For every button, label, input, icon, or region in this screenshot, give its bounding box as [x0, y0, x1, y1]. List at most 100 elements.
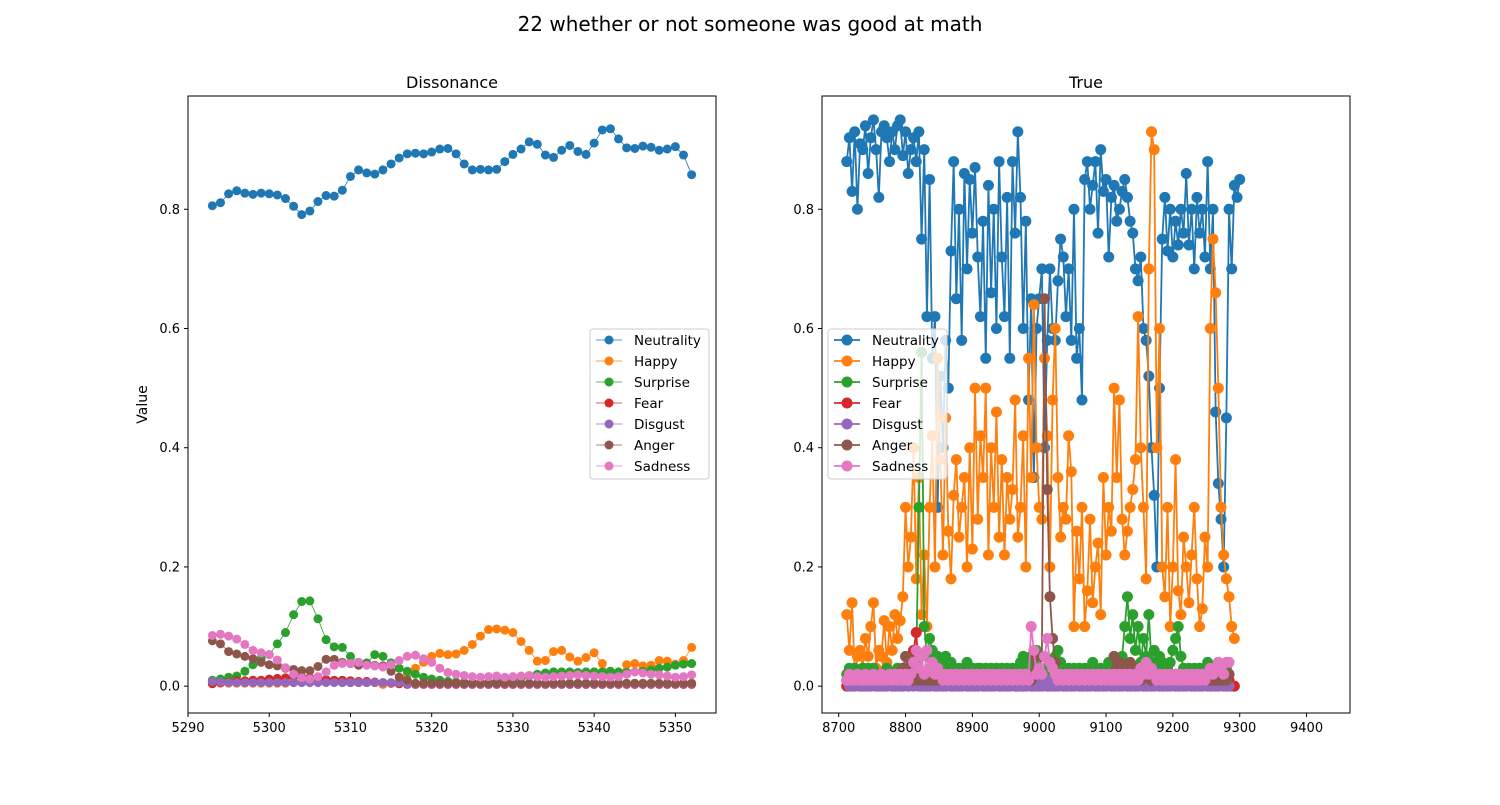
data-point [993, 156, 1005, 168]
data-point [1146, 126, 1157, 138]
data-point [1220, 573, 1232, 585]
legend-marker [604, 356, 614, 366]
x-tick-label: 5290 [171, 721, 204, 736]
legend-item: Sadness [596, 459, 690, 475]
legend-marker [604, 440, 614, 450]
data-point [475, 631, 485, 641]
data-point [1087, 597, 1099, 609]
data-point [597, 672, 607, 682]
data-point [1151, 442, 1163, 454]
data-point [1135, 442, 1147, 454]
data-point [305, 596, 315, 606]
plot-area [841, 114, 1246, 692]
data-point [248, 189, 258, 199]
data-point [687, 678, 697, 688]
data-point [329, 191, 339, 201]
legend-marker [604, 335, 614, 345]
data-point [679, 678, 689, 688]
data-point [272, 190, 282, 200]
data-point [670, 142, 680, 152]
legend-label: Neutrality [634, 333, 701, 349]
data-point [638, 678, 648, 688]
data-point [929, 311, 941, 323]
data-point [500, 625, 510, 635]
data-point [1105, 525, 1117, 537]
data-point [1220, 412, 1232, 424]
data-point [1012, 126, 1024, 138]
data-point [207, 631, 217, 640]
data-point [362, 660, 372, 670]
legend-item: Disgust [834, 417, 923, 433]
data-point [1183, 597, 1195, 609]
legend-item: Surprise [834, 375, 928, 391]
x-tick-label: 8900 [956, 721, 989, 736]
data-point [370, 169, 380, 179]
legend-marker [604, 398, 614, 408]
legend-marker [841, 397, 853, 409]
y-axis-label: Value [135, 385, 151, 423]
data-point [581, 653, 591, 663]
data-point [394, 672, 404, 682]
data-point [905, 668, 917, 680]
data-point [500, 157, 510, 167]
data-point [492, 671, 502, 681]
data-point [540, 150, 550, 160]
y-tick-label: 0.6 [159, 322, 180, 337]
data-point [516, 671, 526, 681]
data-point [1009, 394, 1021, 406]
data-point [1164, 621, 1176, 633]
legend-marker [841, 355, 853, 367]
data-point [1031, 442, 1043, 454]
data-point [1001, 191, 1013, 203]
legend-label: Anger [634, 438, 675, 454]
data-point [972, 513, 984, 525]
data-point [1055, 531, 1067, 543]
data-point [1218, 668, 1230, 680]
data-point [540, 656, 550, 666]
data-point [846, 185, 858, 197]
data-point [687, 170, 697, 180]
data-point [990, 322, 1002, 334]
legend-marker [604, 377, 614, 387]
data-point [1164, 656, 1176, 668]
data-point [1191, 191, 1203, 203]
data-point [646, 678, 656, 688]
data-point [974, 430, 986, 442]
data-point [419, 654, 429, 664]
data-point [924, 501, 936, 513]
data-point [1207, 233, 1219, 245]
data-point [410, 148, 420, 158]
data-point [1124, 632, 1136, 644]
legend-label: Surprise [872, 375, 928, 391]
data-point [1065, 334, 1077, 346]
data-point [1162, 501, 1174, 513]
data-point [264, 650, 274, 660]
data-point [605, 672, 615, 682]
data-point [1036, 513, 1048, 525]
data-point [565, 678, 575, 688]
data-point [862, 168, 874, 179]
data-point [969, 162, 981, 174]
data-point [1119, 173, 1131, 185]
data-point [1156, 233, 1168, 245]
legend-marker [841, 376, 853, 388]
data-point [1089, 156, 1101, 168]
data-point [1071, 352, 1083, 364]
data-point [1156, 561, 1168, 573]
data-point [565, 652, 575, 662]
data-point [1121, 191, 1133, 203]
data-point [1140, 573, 1152, 585]
data-point [1137, 632, 1149, 644]
data-point [451, 678, 461, 688]
data-point [654, 663, 664, 673]
chart-title: Dissonance [406, 73, 498, 92]
data-point [1119, 621, 1131, 633]
data-point [549, 672, 559, 682]
plot-area [207, 124, 697, 689]
y-tick-label: 0.2 [159, 560, 180, 575]
data-point [1111, 472, 1123, 484]
data-point [687, 642, 697, 652]
data-point [1079, 621, 1091, 633]
data-point [321, 678, 331, 688]
data-point [1212, 382, 1224, 394]
